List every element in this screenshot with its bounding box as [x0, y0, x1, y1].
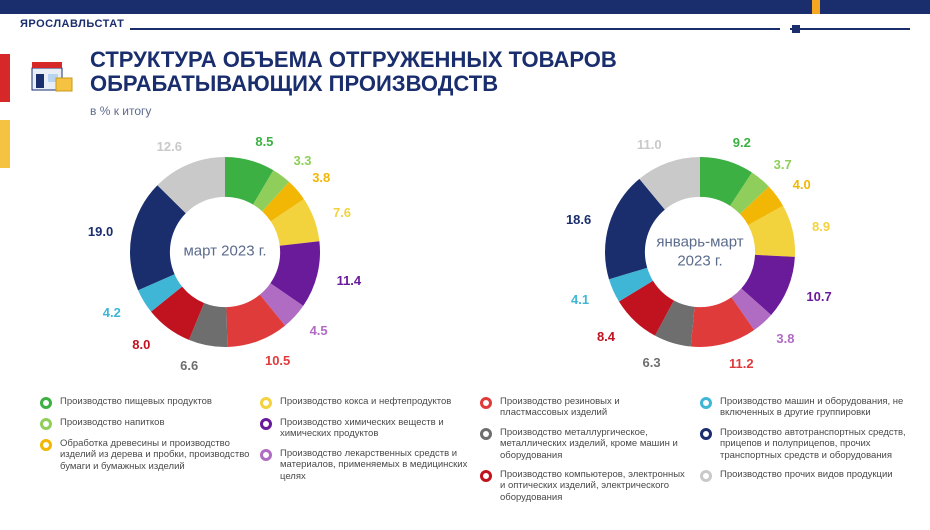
legend-item: Производство прочих видов продукции [700, 469, 910, 482]
legend-column: Производство кокса и нефтепродуктов Произ… [260, 396, 470, 503]
legend: Производство пищевых продуктов Производст… [40, 396, 910, 503]
legend-text: Производство автотранспортных средств, п… [720, 427, 910, 461]
slice-label: 9.2 [733, 135, 751, 150]
legend-text: Производство компьютеров, электронных и … [500, 469, 690, 503]
slice-label: 11.2 [729, 356, 754, 371]
slice-label: 11.0 [637, 137, 662, 152]
title-line-1: СТРУКТУРА ОБЪЕМА ОТГРУЖЕННЫХ ТОВАРОВ [90, 47, 617, 72]
legend-column: Производство пищевых продуктов Производст… [40, 396, 250, 503]
legend-item: Обработка древесины и производство издел… [40, 438, 250, 472]
slice-label: 8.4 [597, 329, 615, 344]
legend-text: Производство резиновых и пластмассовых и… [500, 396, 690, 419]
slice-label: 4.0 [793, 177, 811, 192]
legend-item: Производство резиновых и пластмассовых и… [480, 396, 690, 419]
side-accent-red [0, 54, 10, 102]
storefront-icon [30, 56, 74, 92]
legend-text: Производство химических веществ и химиче… [280, 417, 470, 440]
donut-chart-jan-march: январь-март2023 г. 9.2 3.74.0 8.9 10.7 3.8 11… [570, 122, 830, 382]
slice-label: 6.3 [642, 355, 660, 370]
legend-swatch [260, 397, 272, 409]
chart-center-label: январь-март2023 г. [570, 233, 830, 271]
legend-swatch [480, 428, 492, 440]
legend-text: Производство напитков [60, 417, 165, 428]
legend-swatch [700, 470, 712, 482]
legend-column: Производство резиновых и пластмассовых и… [480, 396, 690, 503]
slice-label: 7.6 [333, 205, 351, 220]
legend-swatch [700, 428, 712, 440]
legend-column: Производство машин и оборудования, не вк… [700, 396, 910, 503]
page-title: СТРУКТУРА ОБЪЕМА ОТГРУЖЕННЫХ ТОВАРОВ ОБР… [90, 48, 910, 96]
legend-item: Производство пищевых продуктов [40, 396, 250, 409]
slice-label: 3.8 [312, 170, 330, 185]
legend-swatch [40, 418, 52, 430]
slice-label: 4.1 [571, 292, 589, 307]
legend-item: Производство напитков [40, 417, 250, 430]
slice-label: 10.5 [265, 353, 290, 368]
legend-swatch [260, 418, 272, 430]
slice-label: 19.0 [88, 224, 113, 239]
slice-label: 10.7 [806, 289, 831, 304]
slice-label: 12.6 [157, 139, 182, 154]
chart-center-label: март 2023 г. [95, 243, 355, 262]
legend-swatch [260, 449, 272, 461]
legend-text: Производство металлургическое, металличе… [500, 427, 690, 461]
legend-item: Производство компьютеров, электронных и … [480, 469, 690, 503]
slice-label: 8.5 [255, 134, 273, 149]
legend-swatch [700, 397, 712, 409]
legend-text: Производство лекарственных средств и мат… [280, 448, 470, 482]
legend-item: Производство химических веществ и химиче… [260, 417, 470, 440]
legend-text: Производство прочих видов продукции [720, 469, 893, 480]
legend-item: Производство лекарственных средств и мат… [260, 448, 470, 482]
brand-label: ЯРОСЛАВЛЬСТАТ [20, 18, 124, 30]
legend-text: Обработка древесины и производство издел… [60, 438, 250, 472]
slice-label: 8.9 [812, 219, 830, 234]
legend-item: Производство автотранспортных средств, п… [700, 427, 910, 461]
page-subtitle: в % к итогу [90, 104, 151, 118]
slice-label: 8.0 [132, 337, 150, 352]
slice-label: 4.5 [310, 323, 328, 338]
slice-label: 3.8 [776, 331, 794, 346]
accent-tick [812, 0, 820, 14]
legend-item: Производство кокса и нефтепродуктов [260, 396, 470, 409]
legend-item: Производство металлургическое, металличе… [480, 427, 690, 461]
slice-label: 4.2 [103, 305, 121, 320]
legend-text: Производство кокса и нефтепродуктов [280, 396, 451, 407]
header-rule [130, 28, 910, 30]
donut-chart-march: март 2023 г. 8.53.33.87.611.44.510.56.68… [95, 122, 355, 382]
legend-text: Производство пищевых продуктов [60, 396, 212, 407]
legend-swatch [480, 470, 492, 482]
slice-label: 18.6 [566, 212, 591, 227]
legend-text: Производство машин и оборудования, не вк… [720, 396, 910, 419]
top-bar [0, 0, 930, 14]
title-line-2: ОБРАБАТЫВАЮЩИХ ПРОИЗВОДСТВ [90, 71, 498, 96]
slice-label: 6.6 [180, 358, 198, 373]
slice-label: 3.3 [293, 153, 311, 168]
legend-swatch [480, 397, 492, 409]
slice-label: 11.4 [337, 273, 362, 288]
legend-swatch [40, 397, 52, 409]
side-accent-yellow [0, 120, 10, 168]
legend-swatch [40, 439, 52, 451]
legend-item: Производство машин и оборудования, не вк… [700, 396, 910, 419]
slice-label: 3.7 [774, 157, 792, 172]
